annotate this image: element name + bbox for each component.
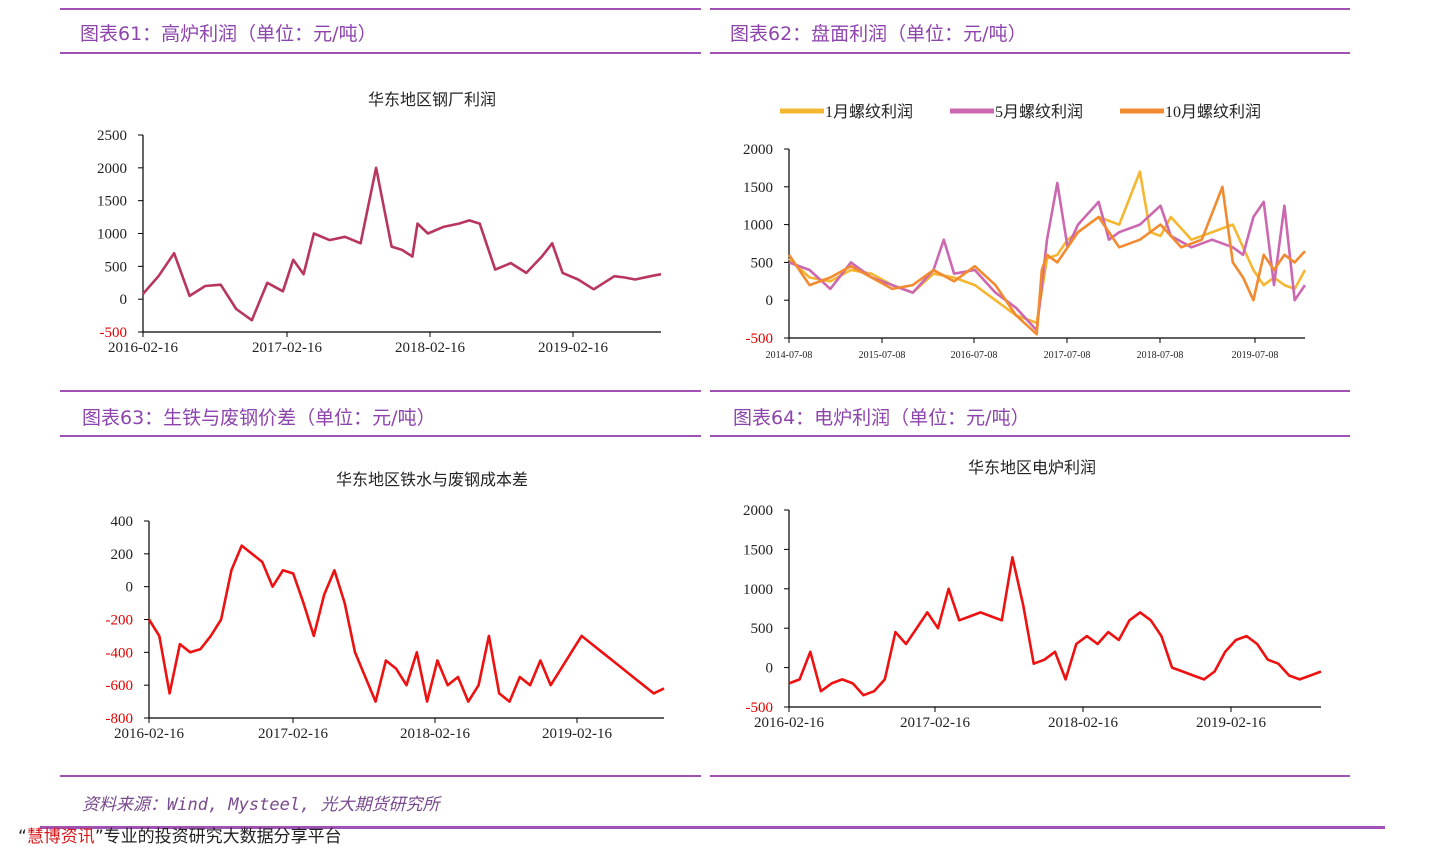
x-tick-label: 2017-02-16 (252, 340, 322, 356)
rule-bottom-left (60, 775, 701, 777)
series-line (142, 166, 662, 322)
rule-top-right (710, 8, 1350, 10)
rule-mid-left (60, 390, 701, 392)
legend-label: 5月螺纹利润 (995, 103, 1083, 121)
y-tick-label: 0 (120, 292, 128, 308)
y-tick-label: 1000 (743, 582, 773, 598)
x-tick-label: 2019-02-16 (538, 340, 608, 356)
rule-title61 (60, 52, 701, 54)
rule-bottom-right (710, 775, 1350, 777)
y-tick-label: 2500 (97, 128, 127, 144)
series-line (788, 556, 1322, 697)
x-tick-label: 2016-07-08 (951, 350, 998, 361)
source-note: 资料来源：Wind, Mysteel, 光大期货研究所 (82, 795, 440, 815)
y-tick-label: 500 (751, 255, 774, 271)
y-tick-label: 0 (766, 661, 774, 677)
footer-link[interactable]: 慧博资讯 (26, 827, 95, 847)
rule-title62 (710, 52, 1350, 54)
x-tick-label: 2018-02-16 (1048, 715, 1118, 731)
x-tick-label: 2019-02-16 (542, 726, 612, 742)
series-line (147, 544, 665, 703)
x-tick-label: 2018-07-08 (1137, 350, 1184, 361)
footer-text: “慧博资讯”专业的投资研究大数据分享平台 (18, 822, 342, 847)
y-tick-label: 0 (126, 580, 134, 596)
y-tick-label: -400 (106, 645, 134, 661)
x-tick-label: 2015-07-08 (859, 350, 906, 361)
y-tick-label: -500 (746, 331, 774, 347)
footer-quote-open: “ (18, 827, 27, 847)
series-line (787, 185, 1306, 336)
y-tick-label: 400 (111, 514, 134, 530)
x-tick-label: 2014-07-08 (766, 350, 813, 361)
rule-top-left (60, 8, 701, 10)
rule-footer (40, 826, 1385, 829)
y-tick-label: -600 (106, 678, 134, 694)
y-tick-label: -500 (746, 700, 774, 716)
x-tick-label: 2017-02-16 (900, 715, 970, 731)
chart-title: 华东地区电炉利润 (968, 458, 1096, 477)
y-tick-label: -500 (100, 325, 128, 341)
panel-title-64: 图表64：电炉利润（单位：元/吨） (733, 407, 1030, 429)
panel-title-62: 图表62：盘面利润（单位：元/吨） (730, 23, 1027, 45)
series-line (788, 181, 1307, 332)
legend-label: 1月螺纹利润 (825, 103, 913, 121)
x-tick-label: 2016-02-16 (754, 715, 824, 731)
x-tick-label: 2017-07-08 (1044, 350, 1091, 361)
y-tick-label: 1000 (743, 218, 773, 234)
x-tick-label: 2017-02-16 (258, 726, 328, 742)
panel-title-61: 图表61：高炉利润（单位：元/吨） (80, 23, 377, 45)
chart-title: 华东地区钢厂利润 (368, 90, 496, 109)
rule-title63 (60, 435, 701, 437)
x-tick-label: 2016-02-16 (108, 340, 178, 356)
x-tick-label: 2019-02-16 (1196, 715, 1266, 731)
y-tick-label: 1000 (97, 227, 127, 243)
y-tick-label: 200 (111, 547, 134, 563)
y-tick-label: 0 (766, 293, 774, 309)
panel-title-63: 图表63：生铁与废钢价差（单位：元/吨） (82, 407, 436, 429)
legend-label: 10月螺纹利润 (1165, 103, 1261, 121)
y-tick-label: 2000 (743, 142, 773, 158)
y-tick-label: 1500 (743, 542, 773, 558)
y-tick-label: 500 (751, 621, 774, 637)
y-tick-label: 1500 (97, 194, 127, 210)
x-tick-label: 2016-02-16 (114, 726, 184, 742)
chart-pig-iron-scrap-spread: 华东地区铁水与废钢成本差 400 200 0 -200 -400 -600 -8002016-… (106, 470, 665, 742)
y-tick-label: -200 (106, 613, 134, 629)
rule-mid-right (710, 390, 1350, 392)
y-tick-label: -800 (106, 711, 134, 727)
y-tick-label: 500 (105, 259, 128, 275)
y-tick-label: 2000 (743, 503, 773, 519)
rule-title64 (710, 435, 1350, 437)
y-tick-label: 2000 (97, 161, 127, 177)
x-tick-label: 2019-07-08 (1232, 350, 1279, 361)
chart-futures-profit: 1月螺纹利润 5月螺纹利润 10月螺纹利润 2000 1500 1000 500 0 -500 2… (743, 103, 1307, 361)
chart-blast-furnace-profit: 华东地区钢厂利润 2500 2000 1500 1000 500 0 -5002016-02-… (97, 90, 662, 356)
footer-rest: ”专业的投资研究大数据分享平台 (94, 827, 342, 847)
y-tick-label: 1500 (743, 180, 773, 196)
x-tick-label: 2018-02-16 (395, 340, 465, 356)
chart-title: 华东地区铁水与废钢成本差 (336, 470, 528, 489)
x-tick-label: 2018-02-16 (400, 726, 470, 742)
